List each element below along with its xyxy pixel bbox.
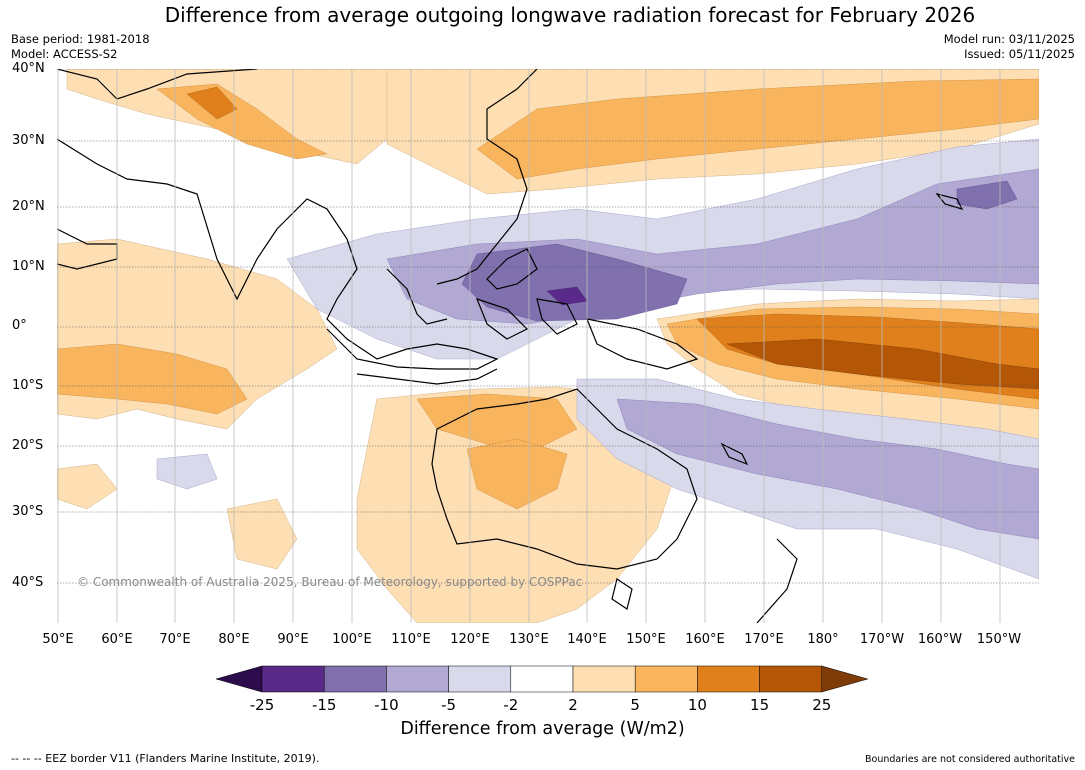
colorbar-tick-label: -5 [441, 696, 457, 714]
lat-label: 30°S [12, 504, 44, 519]
colorbar-swatch [386, 665, 449, 693]
lon-label: 90°E [277, 632, 309, 647]
lat-label: 30°N [12, 133, 45, 148]
lon-label: 50°E [42, 632, 74, 647]
lat-label: 20°N [12, 199, 45, 214]
lon-label: 170°W [859, 632, 905, 647]
colorbar [215, 665, 870, 693]
lon-label: 150°E [626, 632, 666, 647]
lon-label: 110°E [391, 632, 431, 647]
colorbar-title: Difference from average (W/m2) [400, 719, 685, 739]
model-run-text: Model run: 03/11/2025 [943, 32, 1075, 46]
model-text: Model: ACCESS-S2 [11, 47, 118, 61]
anomaly-positive-very-strong [726, 338, 1039, 390]
colorbar-tick-label: 5 [630, 696, 640, 714]
lon-label: 80°E [218, 632, 250, 647]
lon-label: 70°E [159, 632, 191, 647]
lat-label: 20°S [12, 438, 44, 453]
lon-label: 60°E [101, 632, 133, 647]
meridians [57, 69, 1001, 623]
colorbar-tick-label: 2 [568, 696, 578, 714]
meta-left: Base period: 1981-2018 Model: ACCESS-S2 [11, 32, 150, 62]
colorbar-tick-label: -2 [503, 696, 519, 714]
colorbar-swatch [261, 665, 325, 693]
colorbar-swatch [448, 665, 512, 693]
lat-label: 40°N [12, 61, 45, 76]
lon-label: 140°E [567, 632, 607, 647]
lon-label: 160°W [917, 632, 963, 647]
lon-label: 180° [807, 632, 839, 647]
lat-label: 10°N [12, 259, 45, 274]
colorbar-tick-label: 10 [687, 696, 707, 714]
colorbar-tick-label: 15 [750, 696, 770, 714]
colorbar-extend-max [821, 665, 869, 693]
issued-text: Issued: 05/11/2025 [964, 47, 1075, 61]
coastlines [57, 69, 964, 623]
anomaly-negative-strong [461, 180, 1018, 322]
colorbar-tick-label: -15 [311, 696, 337, 714]
lat-label: 10°S [12, 378, 44, 393]
lon-label: 120°E [450, 632, 490, 647]
lon-label: 150°W [976, 632, 1022, 647]
map-area[interactable] [57, 69, 1039, 623]
meta-right: Model run: 03/11/2025 Issued: 05/11/2025 [944, 32, 1075, 62]
colorbar-swatch [510, 665, 574, 693]
lat-label: 0° [12, 318, 27, 333]
colorbar-extend-min [215, 665, 263, 693]
copyright-text: © Commonwealth of Australia 2025, Bureau… [77, 575, 583, 589]
map-svg [57, 69, 1039, 623]
lat-label: 40°S [12, 575, 44, 590]
colorbar-tick-label: 25 [812, 696, 832, 714]
boundaries-note: Boundaries are not considered authoritat… [865, 754, 1075, 765]
chart-title: Difference from average outgoing longwav… [164, 3, 976, 27]
colorbar-svg [215, 665, 869, 693]
colorbar-tick-label: -10 [374, 696, 399, 714]
eez-legend: -- -- -- EEZ border V11 (Flanders Marine… [11, 752, 320, 765]
colorbar-tick-label: -25 [249, 696, 275, 714]
colorbar-swatch [697, 665, 760, 693]
colorbar-swatch [759, 665, 823, 693]
lon-label: 100°E [332, 632, 372, 647]
lon-label: 170°E [744, 632, 784, 647]
lon-label: 160°E [685, 632, 725, 647]
lon-label: 130°E [509, 632, 549, 647]
colorbar-swatch [572, 665, 636, 693]
colorbar-swatch [634, 665, 698, 693]
base-period-text: Base period: 1981-2018 [11, 32, 150, 46]
colorbar-swatch [323, 665, 387, 693]
